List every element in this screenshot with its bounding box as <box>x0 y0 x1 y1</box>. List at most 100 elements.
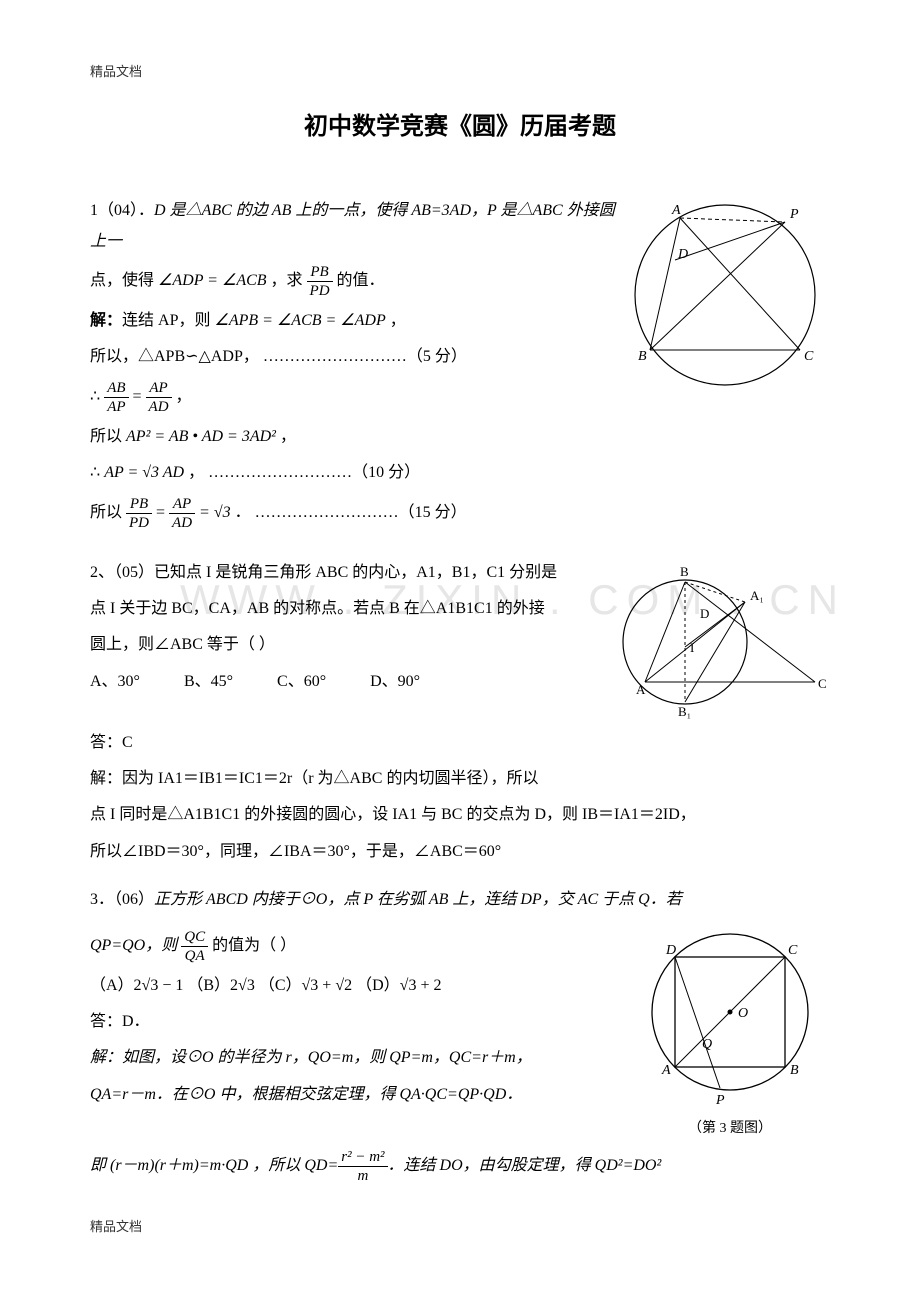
q1-frac1-den: PD <box>307 282 333 300</box>
q1-eq1-mid: = <box>129 388 146 405</box>
fig2-a: A <box>636 682 646 697</box>
q3-stem1: 正方形 ABCD 内接于⊙O，点 P 在劣弧 AB 上，连结 DP，交 AC 于… <box>154 891 682 908</box>
q1-sol4a: 所以 <box>90 504 126 521</box>
q1-stem2: 点，使得 ∠ADP = ∠ACB ，求 PBPD 的值． <box>90 263 620 300</box>
figure-2: B A₁ D I A C B₁ <box>600 552 830 722</box>
fig1-p: P <box>789 207 799 222</box>
q1-sol2: 所以，△APB∽△ADP， ………………………（5 分） <box>90 342 620 372</box>
q1-stem: 1（04）．D 是△ABC 的边 AB 上的一点，使得 AB=3AD，P 是△A… <box>90 196 620 257</box>
q1-frac2a-den: AP <box>104 398 128 416</box>
q1-eq4-val: = √3 <box>195 504 231 521</box>
q3-num: 3．（06） <box>90 891 154 908</box>
q3-stem2a: QP=QO，则 <box>90 937 181 954</box>
q3-stem2: QP=QO，则 QCQA 的值为（ ） <box>90 928 630 965</box>
q1-frac4-den: AD <box>169 514 195 532</box>
q3-options: （A）2√3 − 1 （B）2√3 （C）√3 + √2 （D）√3 + 2 <box>90 971 630 1001</box>
fig1-c: C <box>804 349 814 364</box>
q1-num: 1（04）． <box>90 202 154 219</box>
fig3-q: Q <box>702 1037 712 1052</box>
q2-sol1: 解：因为 IA1＝IB1＝IC1＝2r（r 为△ABC 的内切圆半径），所以 <box>90 764 830 794</box>
figure-3: D C O Q A B P <box>630 922 830 1112</box>
fig3-p: P <box>715 1093 725 1108</box>
q1-eq1: ∴ ABAP = APAD ， <box>90 379 620 416</box>
fig1-b: B <box>638 349 647 364</box>
q1-sol3b: ， <box>276 428 296 445</box>
q3-sol3: 即 (r－m)(r＋m)=m·QD ，所以 QD=r² − m²m．连结 DO，… <box>90 1148 830 1185</box>
q3-optA: （A）2√3 − 1 <box>90 977 183 994</box>
q1-frac2b-num: AP <box>146 379 172 398</box>
fig1-d: D <box>677 247 688 262</box>
q1-eq2: AP² = AB • AD = 3AD² <box>126 428 276 445</box>
fig3-d: D <box>665 943 676 958</box>
q2-optB: B、45° <box>184 667 233 697</box>
q3-frac-num: QC <box>181 928 208 947</box>
q1-sol1b: ， <box>386 312 406 329</box>
q3-stem2b: 的值为（ ） <box>208 937 296 954</box>
q1-stem-b: 点，使得 <box>90 272 158 289</box>
q3-optC: （C）√3 + √2 <box>259 977 352 994</box>
q1-eq3: ∴ AP = √3 AD ， ………………………（10 分） <box>90 458 620 488</box>
q3-frac2-num: r² − m² <box>338 1148 387 1167</box>
fig2-b: B <box>680 564 689 579</box>
q1-stem-a: D 是△ABC 的边 AB 上的一点，使得 AB=3AD，P 是△ABC 外接圆… <box>90 202 615 249</box>
q3-sol1: 解：如图，设⊙O 的半径为 r，QO=m，则 QP=m，QC=r＋m， <box>90 1043 630 1073</box>
q1-frac1-num: PB <box>307 263 333 282</box>
figure-1: A P D B C <box>620 190 830 390</box>
q1-eq1-pre: ∴ <box>90 388 104 405</box>
footer-label: 精品文档 <box>90 1215 830 1240</box>
q3-frac-den: QA <box>181 947 208 965</box>
q1-sol4: 所以 PBPD = APAD = √3 ． ………………………（15 分） <box>90 495 620 532</box>
q3-sol3a: 即 (r－m)(r＋m)=m·QD ，所以 QD= <box>90 1157 338 1174</box>
q1-eq3-pre: ∴ <box>90 464 104 481</box>
fig2-c: C <box>818 676 827 691</box>
q2-options: A、30° B、45° C、60° D、90° <box>90 667 600 697</box>
q1-frac2a-num: AB <box>104 379 128 398</box>
q3-line1: 3．（06）正方形 ABCD 内接于⊙O，点 P 在劣弧 AB 上，连结 DP，… <box>90 885 830 915</box>
q2-stem2: 点 I 关于边 BC，CA，AB 的对称点。若点 B 在△A1B1C1 的外接 <box>90 594 600 624</box>
fig3-c: C <box>788 943 798 958</box>
fig3-o: O <box>738 1006 748 1021</box>
q1-frac3-num: PB <box>126 495 152 514</box>
fig1-a: A <box>671 203 681 218</box>
fig3-b: B <box>790 1063 799 1078</box>
fig2-i: I <box>690 640 694 655</box>
q1-sol1: 连结 AP，则 <box>122 312 214 329</box>
q2-optC: C、60° <box>277 667 326 697</box>
header-label: 精品文档 <box>90 60 830 85</box>
q1-eq3-val: AP = √3 AD <box>104 464 184 481</box>
fig2-b1: B₁ <box>678 704 691 719</box>
q1-frac2b-den: AD <box>146 398 172 416</box>
q2-sol3: 所以∠IBD＝30°，同理，∠IBA＝30°，于是，∠ABC＝60° <box>90 837 830 867</box>
q1-eq1-post: ， <box>172 388 192 405</box>
q1-eq3-post: ， ………………………（10 分） <box>184 464 420 481</box>
q3-frac2-den: m <box>338 1167 387 1185</box>
q1-angle1: ∠ADP = ∠ACB <box>158 272 267 289</box>
fig3-a: A <box>661 1063 671 1078</box>
fig2-a1: A₁ <box>750 588 764 603</box>
q3-optB: （B）2√3 <box>187 977 254 994</box>
q1-eq4-eq1: = <box>152 504 169 521</box>
q1-sol3: 所以 AP² = AB • AD = 3AD² ， <box>90 422 620 452</box>
q2-sol2: 点 I 同时是△A1B1C1 的外接圆的圆心，设 IA1 与 BC 的交点为 D… <box>90 800 830 830</box>
fig3-caption: （第 3 题图） <box>630 1116 830 1143</box>
q2-optA: A、30° <box>90 667 140 697</box>
q2-stem3: 圆上，则∠ABC 等于（ ） <box>90 630 600 660</box>
q2-num: 2、（05） <box>90 564 154 581</box>
q1-sol-line1: 解：连结 AP，则 ∠APB = ∠ACB = ∠ADP ， <box>90 306 620 336</box>
q3-sol3b: ．连结 DO，由勾股定理，得 QD²=DO² <box>388 1157 662 1174</box>
q2-ans: 答：C <box>90 728 830 758</box>
q2-optD: D、90° <box>370 667 420 697</box>
q3-sol2: QA=r－m．在⊙O 中，根据相交弦定理，得 QA·QC=QP·QD． <box>90 1080 630 1110</box>
q3-ans: 答：D． <box>90 1007 630 1037</box>
q1-sol4b: ． ………………………（15 分） <box>231 504 467 521</box>
fig2-d: D <box>700 606 709 621</box>
q2-line1: 2、（05）已知点 I 是锐角三角形 ABC 的内心，A1，B1，C1 分别是 <box>90 558 600 588</box>
q1-sol3a: 所以 <box>90 428 126 445</box>
q2-stem1: 已知点 I 是锐角三角形 ABC 的内心，A1，B1，C1 分别是 <box>154 564 557 581</box>
q1-angle2: ∠APB = ∠ACB = ∠ADP <box>214 312 385 329</box>
q1-sol-label: 解： <box>90 312 122 329</box>
q1-frac4-num: AP <box>169 495 195 514</box>
page-title: 初中数学竞赛《圆》历届考题 <box>90 105 830 151</box>
q3-optD: （D）√3 + 2 <box>356 977 441 994</box>
q1-stem-c: ，求 <box>267 272 307 289</box>
